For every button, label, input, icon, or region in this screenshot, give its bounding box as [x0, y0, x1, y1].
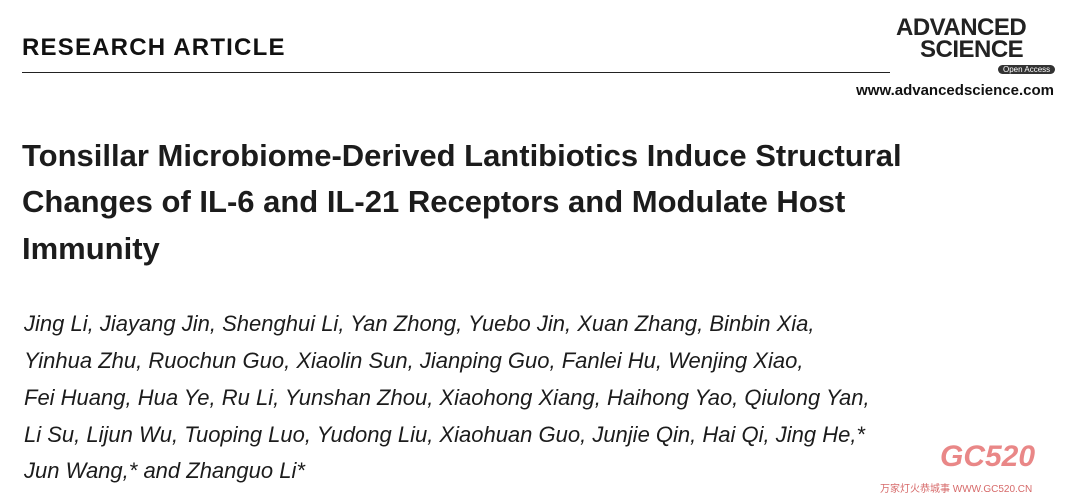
journal-url[interactable]: www.advancedscience.com	[856, 82, 1054, 99]
author-line: Li Su, Lijun Wu, Tuoping Luo, Yudong Liu…	[24, 422, 865, 447]
author-line: Jun Wang,* and Zhanguo Li*	[24, 458, 305, 483]
watermark-caption: 万家灯火恭城事 WWW.GC520.CN	[880, 484, 1033, 495]
journal-name: ADVANCED	[896, 14, 1027, 41]
author-line: Yinhua Zhu, Ruochun Guo, Xiaolin Sun, Ji…	[24, 348, 804, 373]
journal-name: SCIENCE	[920, 36, 1024, 63]
author-line: Fei Huang, Hua Ye, Ru Li, Yunshan Zhou, …	[24, 385, 870, 410]
title-line: Tonsillar Microbiome-Derived Lantibiotic…	[22, 138, 902, 173]
title-line: Changes of IL-6 and IL-21 Receptors and …	[22, 184, 846, 219]
title-line: Immunity	[22, 231, 160, 266]
open-access-badge: Open Access	[998, 65, 1056, 74]
section-label: RESEARCH ARTICLE	[22, 34, 286, 61]
watermark-logo: GC520	[940, 440, 1036, 473]
header-rule	[22, 72, 890, 73]
author-line: Jing Li, Jiayang Jin, Shenghui Li, Yan Z…	[24, 311, 815, 336]
